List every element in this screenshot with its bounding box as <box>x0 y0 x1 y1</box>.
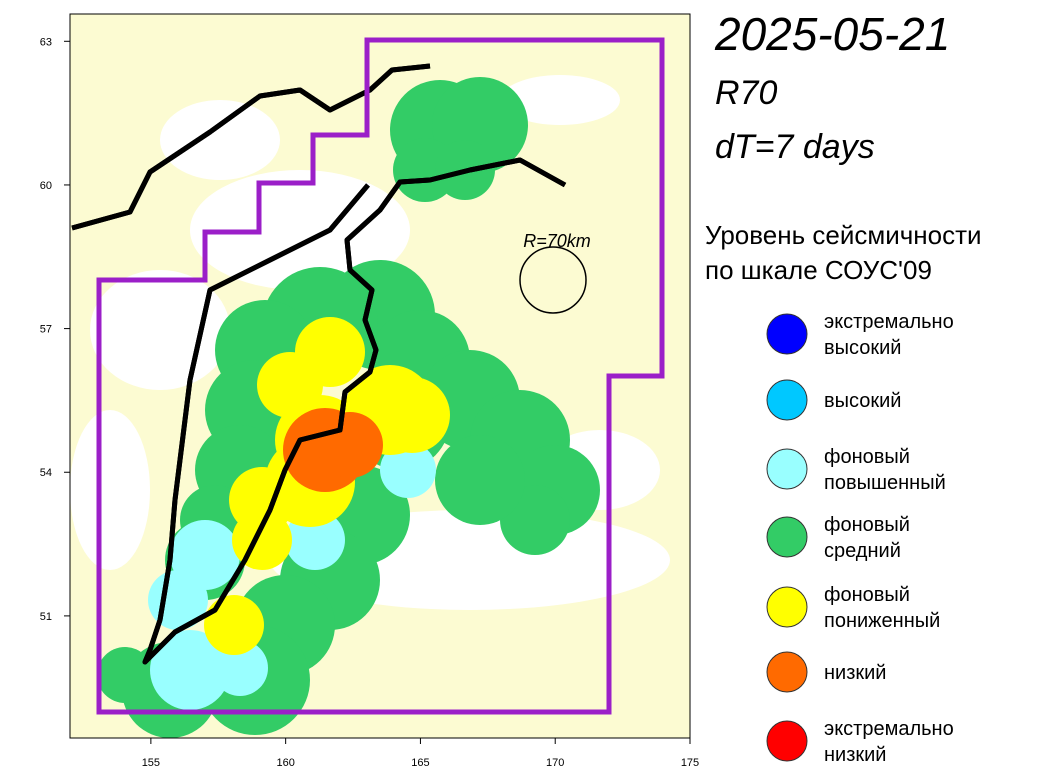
legend-label: повышенный <box>824 472 946 494</box>
x-tick-label: 170 <box>546 757 564 769</box>
legend-label: экстремально <box>824 718 954 740</box>
legend-label: высокий <box>824 337 901 359</box>
legend-swatch <box>766 651 808 693</box>
legend-title: по шкале СОУС'09 <box>705 255 932 285</box>
y-tick-label: 51 <box>40 611 52 623</box>
legend-label: фоновый <box>824 446 910 468</box>
legend-label: низкий <box>824 744 886 766</box>
region-boundary <box>96 37 665 715</box>
x-tick-label: 175 <box>681 757 699 769</box>
map-area: R=70km <box>70 14 690 738</box>
y-tick-label: 63 <box>40 36 52 48</box>
zone-low <box>283 408 383 492</box>
legend-swatch <box>766 448 808 490</box>
legend-label: экстремально <box>824 311 954 333</box>
legend-swatch <box>766 379 808 421</box>
legend-swatch <box>766 720 808 762</box>
legend-label: фоновый <box>824 514 910 536</box>
legend-label: высокий <box>824 390 901 412</box>
legend-title: Уровень сейсмичности <box>705 220 982 250</box>
period: dT=7 days <box>715 128 875 166</box>
y-tick-label: 57 <box>40 324 52 336</box>
legend-label: фоновый <box>824 584 910 606</box>
white-areas <box>70 75 670 610</box>
legend-swatch <box>766 586 808 628</box>
x-tick-label: 155 <box>142 757 160 769</box>
radius: R70 <box>715 74 777 112</box>
y-tick-label: 54 <box>40 467 52 479</box>
legend: Уровень сейсмичности по шкале СОУС'09 экст… <box>705 220 982 766</box>
legend-swatch <box>766 313 808 355</box>
legend-label: пониженный <box>824 610 940 632</box>
x-tick-label: 160 <box>276 757 294 769</box>
x-tick-label: 165 <box>411 757 429 769</box>
legend-label: средний <box>824 540 901 562</box>
coastline <box>72 66 565 665</box>
radius-circle <box>519 246 587 314</box>
map-frame <box>69 13 691 739</box>
y-tick-label: 60 <box>40 180 52 192</box>
zone-elevated <box>148 442 436 710</box>
radius-label: R=70km <box>523 231 591 251</box>
legend-label: низкий <box>824 662 886 684</box>
date: 2025-05-21 <box>714 8 950 60</box>
legend-swatch <box>766 516 808 558</box>
